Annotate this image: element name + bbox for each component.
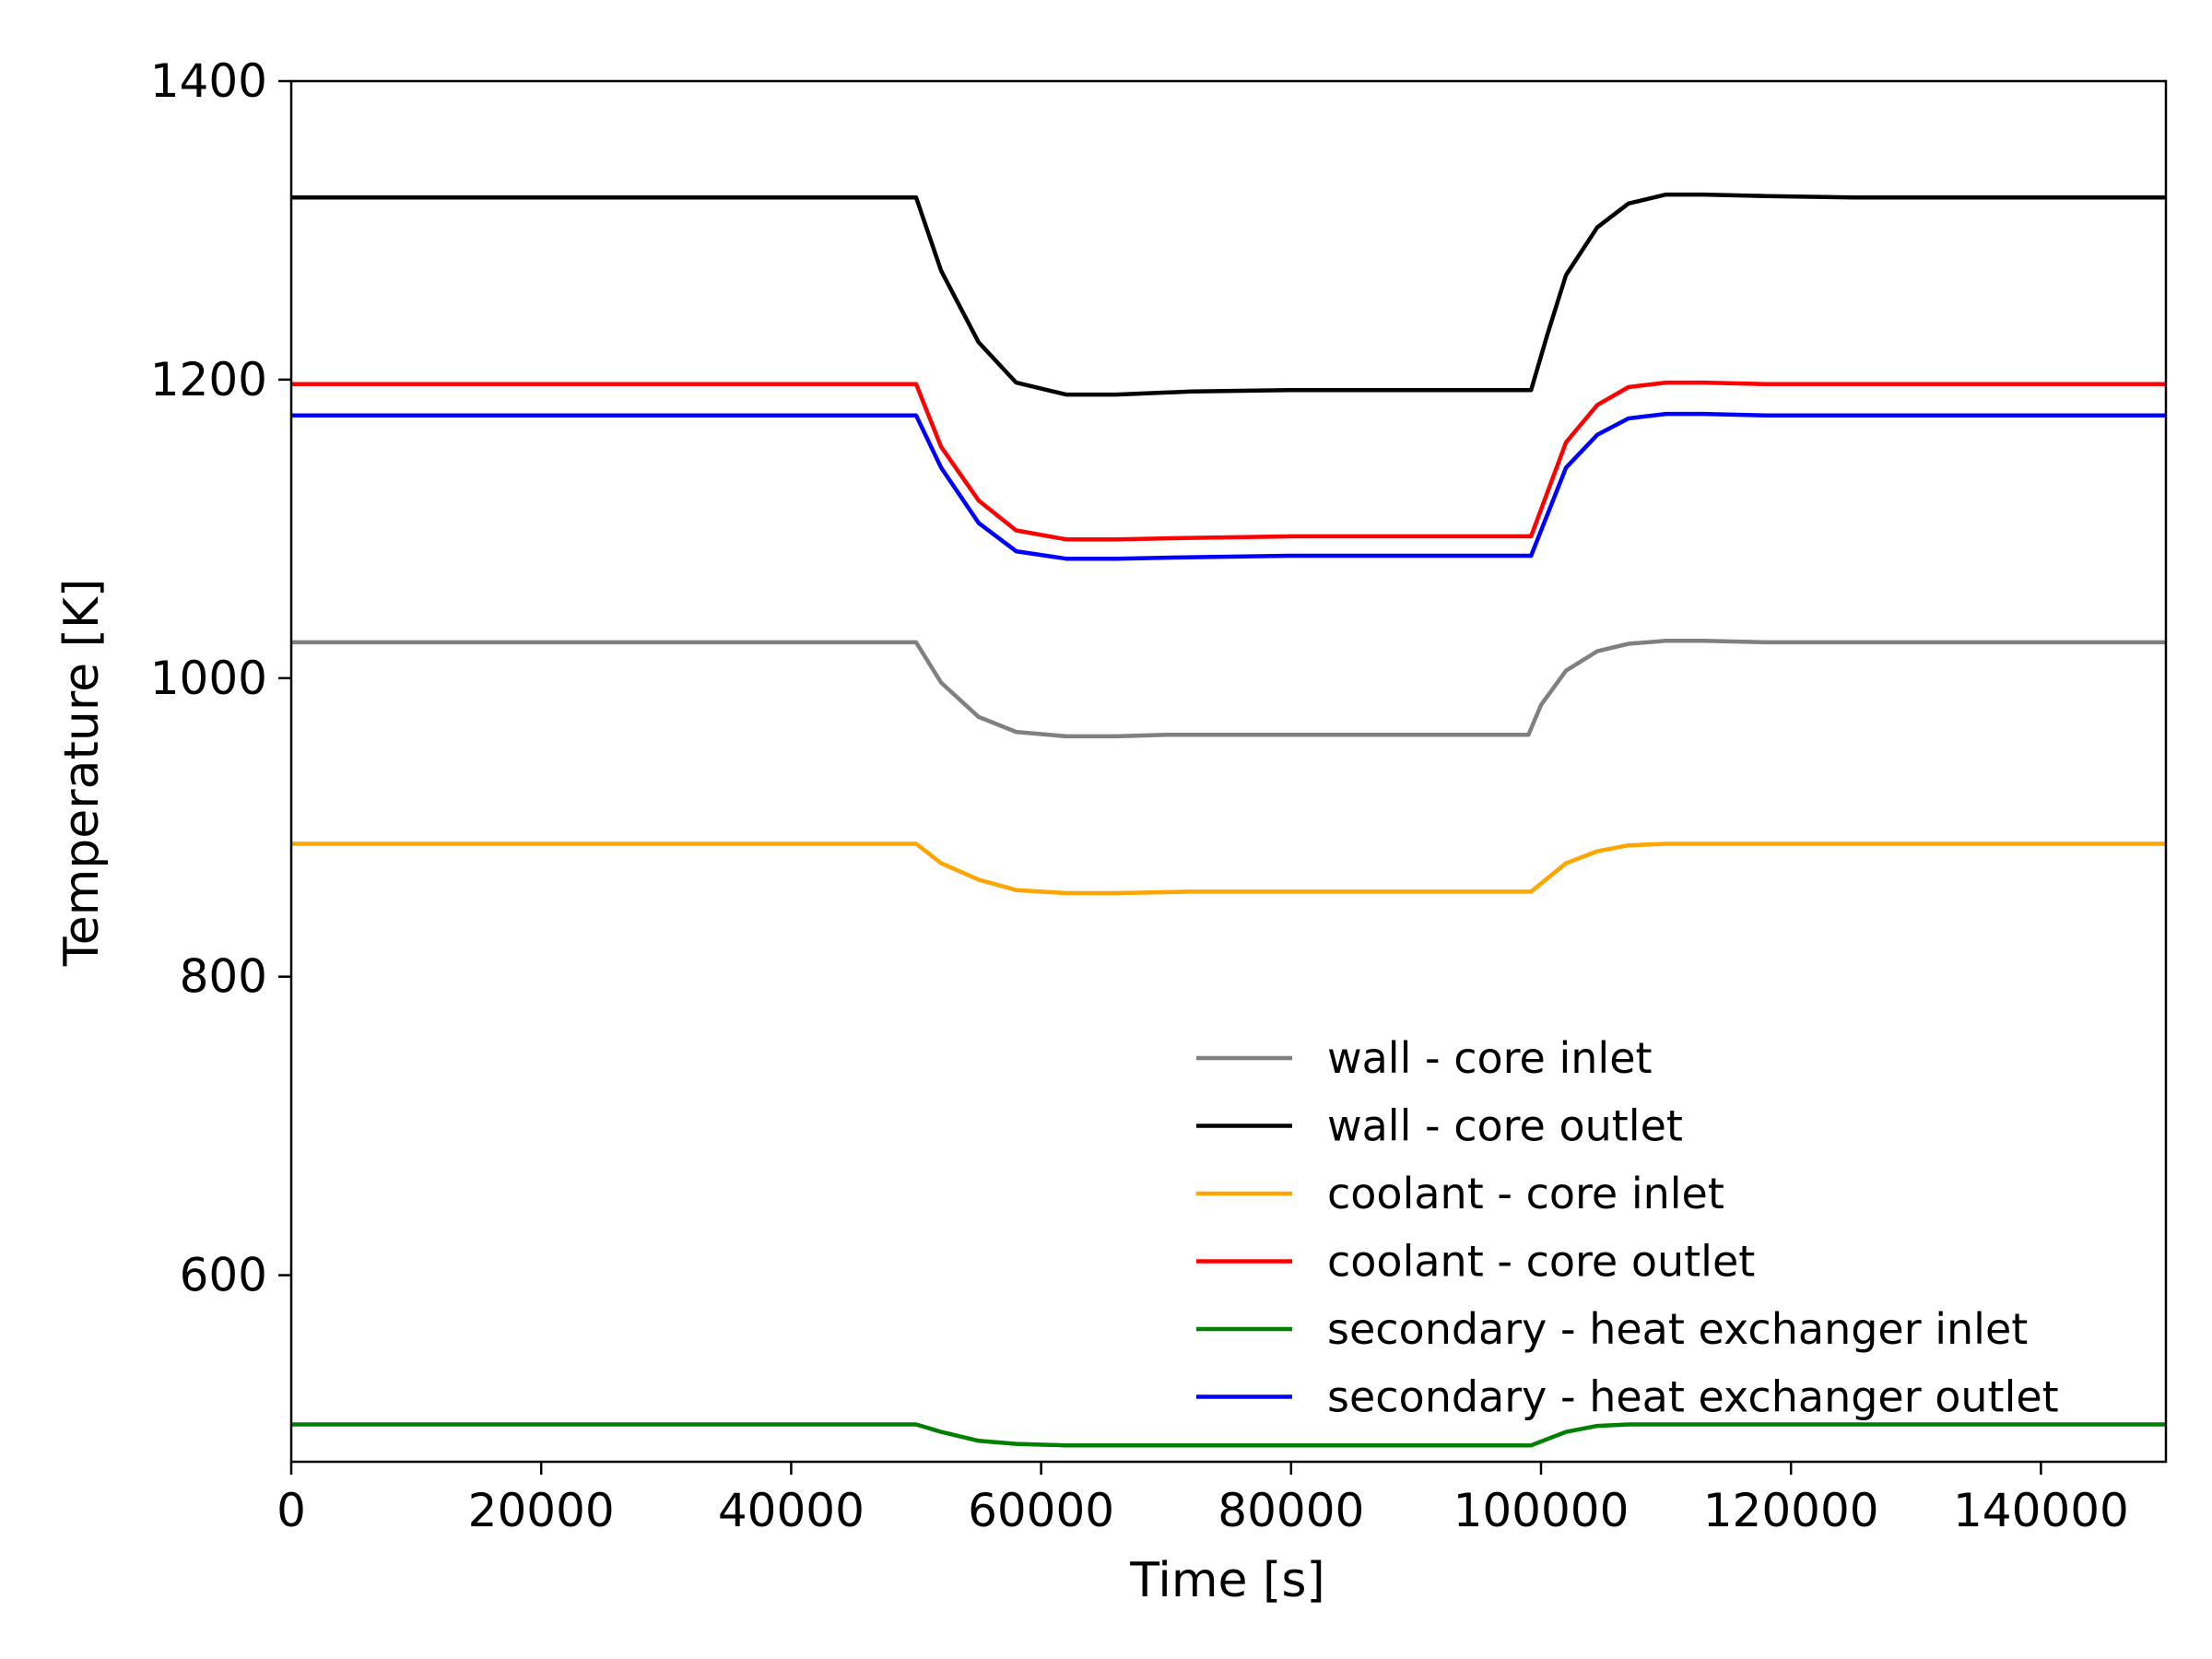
x-tick-label: 140000 bbox=[1953, 1484, 2129, 1537]
x-tick-label: 120000 bbox=[1703, 1484, 1879, 1537]
series-line-1 bbox=[291, 639, 2166, 739]
plot-frame bbox=[289, 79, 2168, 1464]
x-tick-label: 40000 bbox=[718, 1484, 865, 1537]
legend-label-4: coolant - core outlet bbox=[1327, 1237, 1755, 1287]
legend-label-2: wall - core outlet bbox=[1327, 1101, 1683, 1151]
y-tick-label: 1000 bbox=[150, 652, 267, 705]
legend-label-1: wall - core inlet bbox=[1327, 1033, 1653, 1083]
legend-label-3: coolant - core inlet bbox=[1327, 1169, 1724, 1218]
series-layer bbox=[291, 192, 2166, 1448]
series-line-6 bbox=[291, 411, 2166, 561]
x-tick-label: 80000 bbox=[1218, 1484, 1364, 1537]
x-axis-label: Time [s] bbox=[1129, 1553, 1324, 1608]
legend: wall - core inlet wall - core outlet coola… bbox=[1196, 1033, 2059, 1422]
y-tick-label: 1200 bbox=[150, 353, 267, 406]
y-tick-label: 1400 bbox=[150, 54, 267, 108]
axes-layer: 0 20000 40000 60000 80000 100000 120000 140000 6… bbox=[150, 54, 2168, 1537]
x-tick-label: 20000 bbox=[468, 1484, 615, 1537]
legend-label-5: secondary - heat exchanger inlet bbox=[1327, 1304, 2028, 1354]
x-tick-label: 60000 bbox=[968, 1484, 1114, 1537]
series-line-2 bbox=[291, 192, 2166, 397]
x-tick-label: 100000 bbox=[1453, 1484, 1630, 1537]
x-tick-label: 0 bbox=[276, 1484, 306, 1537]
series-line-5 bbox=[291, 1422, 2166, 1448]
series-line-3 bbox=[291, 841, 2166, 896]
y-axis-label: Temperature [K] bbox=[54, 579, 110, 968]
series-line-4 bbox=[291, 380, 2166, 542]
y-tick-label: 600 bbox=[180, 1249, 267, 1302]
y-tick-label: 800 bbox=[180, 950, 267, 1004]
legend-label-6: secondary - heat exchanger outlet bbox=[1327, 1372, 2059, 1422]
